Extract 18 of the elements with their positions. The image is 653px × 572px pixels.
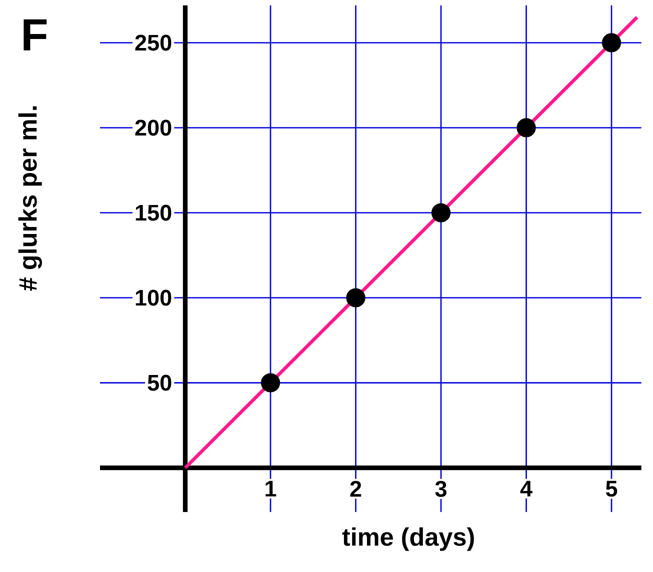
point [431, 203, 451, 222]
point [260, 373, 280, 392]
point [602, 33, 622, 52]
x-tick-label: 1 [266, 480, 276, 496]
x-tick-label: 2 [350, 480, 362, 497]
x-tick-label: 4 [520, 480, 532, 496]
y-tick-label: 200 [135, 120, 172, 136]
y-tick-label: 50 [148, 374, 172, 391]
point [346, 288, 366, 308]
x-tick-label: 3 [435, 480, 446, 497]
y-tick-label: 150 [136, 204, 172, 221]
y-tick-label: 250 [135, 34, 172, 51]
y-axis-title: # glurks per ml. [18, 106, 42, 291]
point [516, 118, 536, 138]
x-tick-label: 5 [606, 480, 618, 497]
chart-title: F [24, 19, 47, 50]
y-tick-label: 100 [136, 290, 172, 306]
x-axis-title: time (days) [342, 527, 474, 551]
